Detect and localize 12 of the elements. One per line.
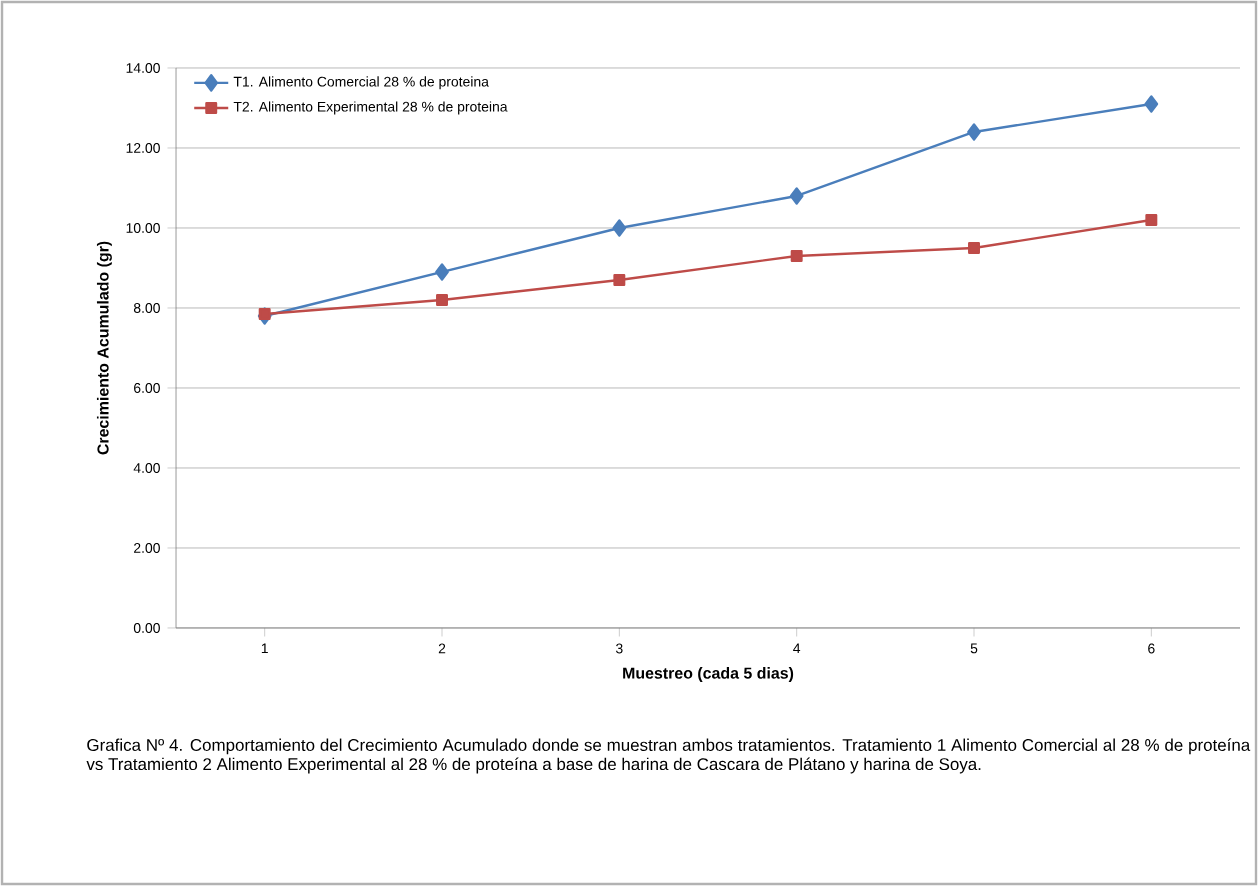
point [435,263,449,281]
point [1144,95,1159,113]
point [436,293,448,306]
text: Grafica Nº 4. Comportamiento del Crecimiento Acumulado donde se muestran ambos tratamientos. Tratamiento 1 Alimento Comercial al 28 % de proteína vs Tratamiento 2 Alimento Experimental al 28 % de proteína a base de harina de Cascara de Plátano y harina de Soya. [86,738,1251,774]
point [1145,213,1158,226]
point [789,187,804,205]
point [613,273,626,286]
point [790,249,803,262]
point [968,241,980,254]
point [967,123,981,141]
point [612,219,627,237]
point [258,307,271,320]
